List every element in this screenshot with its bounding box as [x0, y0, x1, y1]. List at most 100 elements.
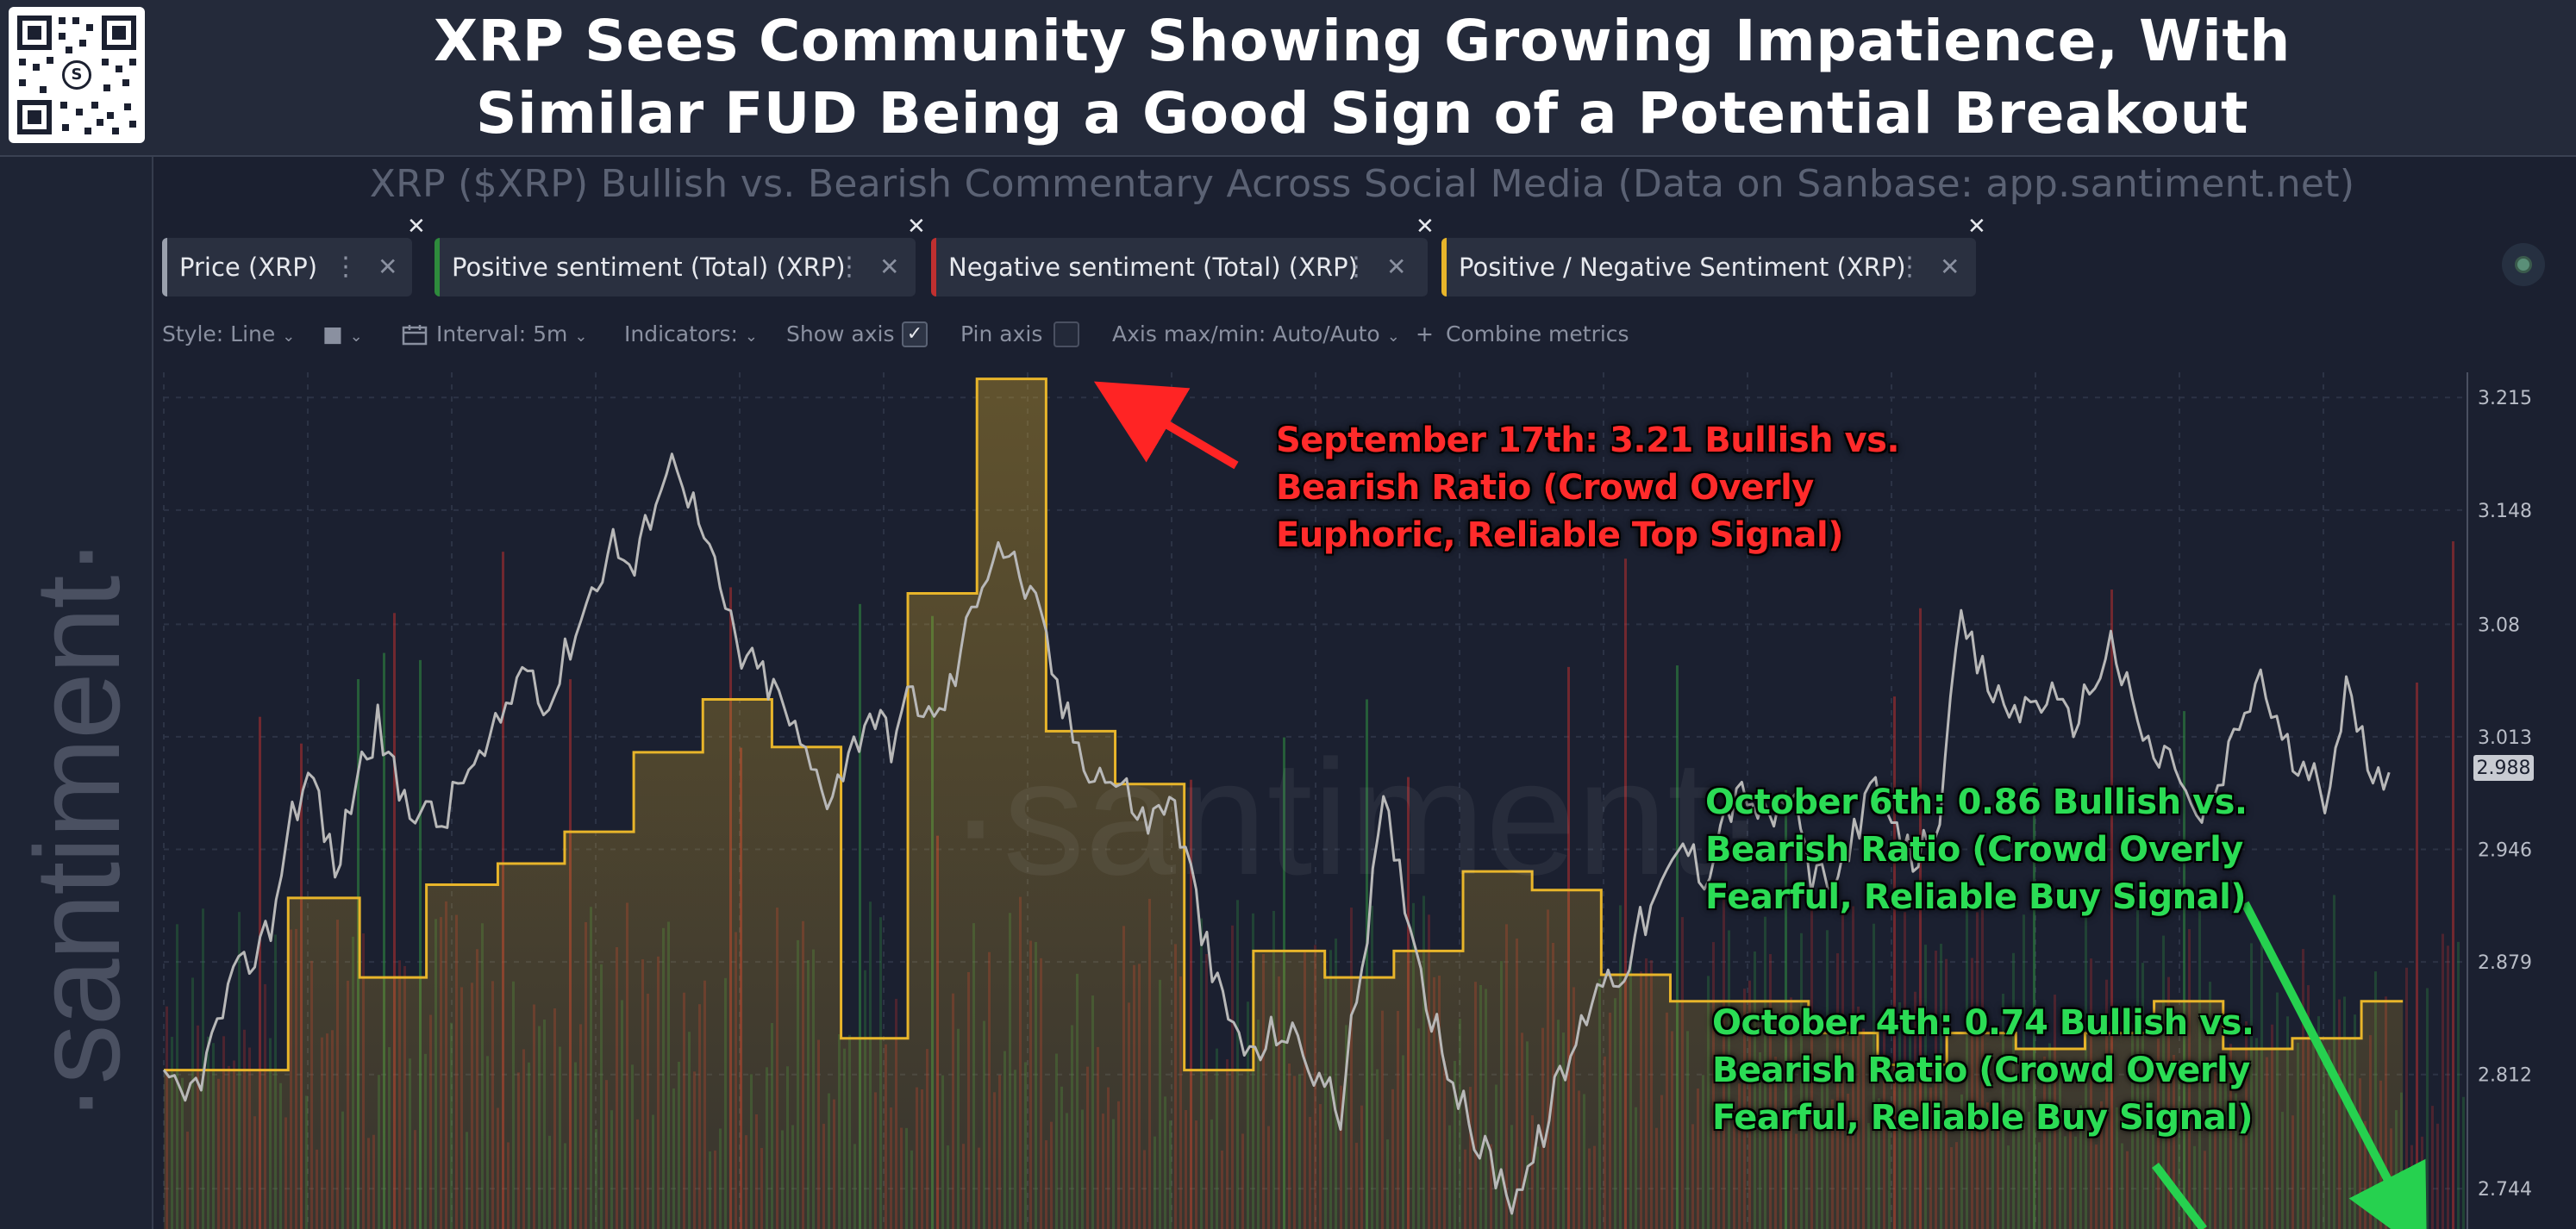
title-line-1: XRP Sees Community Showing Growing Impat… — [434, 8, 2291, 74]
negative-sentiment-bar — [2421, 1136, 2423, 1229]
tab-color-bar — [1441, 238, 1447, 296]
show-axis-checkbox[interactable]: ✓ — [902, 321, 928, 347]
negative-sentiment-bar — [393, 613, 396, 1229]
settings-toggle-button[interactable] — [2502, 243, 2545, 286]
qr-logo-icon: S — [62, 60, 91, 90]
tab-label: Price (XRP) — [179, 253, 318, 282]
positive-sentiment-bar — [859, 603, 861, 1229]
left-brand-strip: ·santiment· — [0, 157, 153, 1229]
annotation-oct6: October 6th: 0.86 Bullish vs. Bearish Ra… — [1705, 783, 2248, 917]
chevron-down-icon: ⌄ — [349, 328, 363, 346]
axis-maxmin-label: Axis max/min: Auto/Auto — [1112, 321, 1380, 346]
negative-sentiment-bar — [2110, 590, 2113, 1229]
remove-metric-icon[interactable]: ✕ — [1416, 214, 1435, 240]
positive-sentiment-bar — [2183, 711, 2185, 1229]
color-select[interactable]: ■ ⌄ — [322, 317, 363, 354]
more-icon[interactable]: ⋮ — [1343, 252, 1369, 282]
more-icon[interactable]: ⋮ — [333, 252, 359, 282]
y-tick-label: 3.08 — [2478, 614, 2520, 636]
price-line — [162, 452, 2391, 1215]
negative-sentiment-bar — [1919, 608, 1922, 1229]
annotation-oct4: October 4th: 0.74 Bullish vs. Bearish Ra… — [1712, 1003, 2254, 1138]
negative-sentiment-bar — [2442, 933, 2444, 1229]
remove-metric-icon[interactable]: ✕ — [1967, 214, 1986, 240]
y-tick-label: 2.744 — [2478, 1179, 2532, 1201]
current-price-label: 2.988 — [2477, 758, 2531, 779]
close-icon[interactable]: ✕ — [1386, 253, 1407, 281]
y-tick-label: 2.879 — [2478, 952, 2532, 974]
center-watermark: ·santiment· — [948, 727, 1768, 909]
header: S XRP Sees Community Showing Growing Imp… — [0, 0, 2576, 157]
plus-icon: + — [1416, 321, 1434, 346]
positive-sentiment-bar — [2457, 941, 2460, 1229]
tab-pos-neg-ratio[interactable]: Positive / Negative Sentiment (XRP) ⋮ ✕ … — [1441, 214, 1986, 296]
axis-maxmin-select[interactable]: Axis max/min: Auto/Auto ⌄ — [1112, 317, 1400, 354]
style-label: Style: Line — [162, 321, 276, 346]
combine-metrics-label: Combine metrics — [1445, 321, 1629, 346]
negative-sentiment-bar — [2436, 1123, 2439, 1229]
status-dot-icon — [2515, 256, 2532, 273]
chart-subtitle: XRP ($XRP) Bullish vs. Bearish Commentar… — [369, 162, 2355, 206]
chart-toolbar: Style: Line ⌄ ■ ⌄ Interval: 5m ⌄ Indicators… — [162, 317, 2533, 352]
interval-select[interactable]: Interval: 5m ⌄ — [402, 317, 587, 354]
negative-sentiment-bar — [2405, 967, 2408, 1229]
positive-sentiment-bar — [419, 659, 422, 1229]
negative-sentiment-bar — [1893, 696, 1896, 1229]
y-tick-label: 2.946 — [2478, 840, 2532, 862]
calendar-icon — [402, 325, 428, 346]
positive-sentiment-bar — [383, 652, 385, 1229]
pin-axis-checkbox[interactable] — [1054, 321, 1079, 347]
chevron-down-icon: ⌄ — [1386, 328, 1400, 346]
y-tick-label: 2.812 — [2478, 1065, 2532, 1087]
chevron-down-icon: ⌄ — [744, 328, 759, 346]
indicators-label: Indicators: — [624, 321, 738, 346]
pin-axis-label: Pin axis — [960, 321, 1043, 346]
tab-label: Negative sentiment (Total) (XRP) — [948, 253, 1358, 282]
negative-sentiment-bar — [259, 716, 261, 1229]
tab-color-bar — [162, 238, 167, 296]
negative-sentiment-bar — [2416, 682, 2418, 1229]
negative-sentiment-bar — [2431, 1106, 2434, 1229]
positive-sentiment-bar — [1366, 699, 1368, 1229]
tab-positive-sentiment[interactable]: Positive sentiment (Total) (XRP) ⋮ ✕ ✕ — [435, 214, 926, 296]
tab-color-bar — [931, 238, 936, 296]
close-icon[interactable]: ✕ — [378, 253, 398, 281]
arrow-oct4 — [2152, 1162, 2207, 1229]
color-swatch-icon: ■ — [322, 321, 343, 346]
positive-sentiment-bar — [1236, 900, 1239, 1229]
current-price-badge — [2473, 755, 2534, 781]
tab-price-xrp[interactable]: Price (XRP) ⋮ ✕ ✕ — [162, 214, 426, 296]
indicators-select[interactable]: Indicators: ⌄ — [624, 317, 758, 354]
interval-label: Interval: 5m — [436, 321, 568, 346]
remove-metric-icon[interactable]: ✕ — [407, 214, 426, 240]
ratio-step-line — [164, 377, 2404, 1072]
positive-sentiment-bar — [2033, 783, 2035, 1229]
positive-sentiment-bar — [1676, 665, 1679, 1229]
y-tick-label: 3.148 — [2478, 501, 2532, 522]
negative-sentiment-bar — [2410, 1145, 2413, 1229]
combine-metrics-button[interactable]: + Combine metrics — [1416, 317, 1629, 352]
negative-sentiment-bar — [2447, 945, 2449, 1229]
y-tick-label: 3.215 — [2478, 388, 2532, 409]
tab-color-bar — [435, 238, 440, 296]
style-select[interactable]: Style: Line ⌄ — [162, 317, 295, 354]
chevron-down-icon: ⌄ — [574, 328, 588, 346]
y-tick-label: 3.013 — [2478, 727, 2532, 749]
remove-metric-icon[interactable]: ✕ — [907, 214, 926, 240]
more-icon[interactable]: ⋮ — [836, 252, 862, 282]
tab-negative-sentiment[interactable]: Negative sentiment (Total) (XRP) ⋮ ✕ ✕ — [931, 214, 1435, 296]
close-icon[interactable]: ✕ — [879, 253, 900, 281]
annotation-sep17: September 17th: 3.21 Bullish vs. Bearish… — [1276, 421, 1900, 555]
show-axis-label: Show axis — [786, 321, 895, 346]
tab-label: Positive / Negative Sentiment (XRP) — [1459, 253, 1906, 282]
chevron-down-icon: ⌄ — [282, 328, 296, 346]
positive-sentiment-bar — [2426, 988, 2429, 1229]
more-icon[interactable]: ⋮ — [1897, 252, 1923, 282]
title-line-2: Similar FUD Being a Good Sign of a Poten… — [475, 80, 2249, 147]
qr-code: S — [9, 7, 145, 143]
close-icon[interactable]: ✕ — [1940, 253, 1960, 281]
tab-label: Positive sentiment (Total) (XRP) — [452, 253, 846, 282]
negative-sentiment-bar — [1624, 558, 1627, 1229]
page-title: XRP Sees Community Showing Growing Impat… — [155, 5, 2569, 150]
arrow-sep17 — [1093, 381, 1239, 470]
